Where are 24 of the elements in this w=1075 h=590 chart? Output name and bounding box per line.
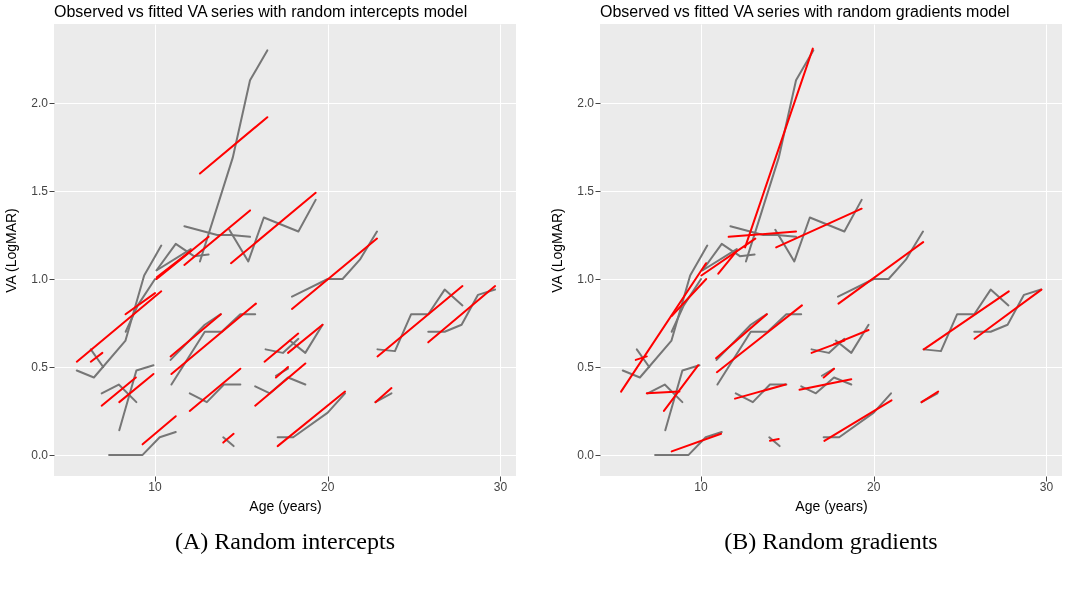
y-tick-label: 0.0 xyxy=(577,447,595,462)
y-tick-label: 1.0 xyxy=(577,272,595,287)
x-tick-label: 10 xyxy=(694,480,709,494)
x-axis-title: Age (years) xyxy=(795,498,868,514)
y-tick-label: 0.5 xyxy=(577,359,595,374)
y-axis-title: VA (LogMAR) xyxy=(3,208,19,293)
chart-title: Observed vs fitted VA series with random gradients model xyxy=(600,3,1010,20)
x-tick-label: 10 xyxy=(148,480,163,494)
y-tick-label: 1.5 xyxy=(577,184,595,199)
x-tick-label: 20 xyxy=(321,480,335,494)
x-tick-label: 30 xyxy=(493,480,508,494)
y-tick-label: 1.0 xyxy=(31,272,49,287)
y-tick-label: 2.0 xyxy=(31,96,49,111)
chart-title: Observed vs fitted VA series with random intercepts model xyxy=(54,3,468,20)
y-tick-label: 1.5 xyxy=(31,184,49,199)
text: (A) Random intercepts xyxy=(175,528,395,554)
x-tick-label: 20 xyxy=(867,480,881,494)
y-tick-label: 2.0 xyxy=(577,96,595,111)
y-tick-label: 0.5 xyxy=(31,359,49,374)
text: (B) Random gradients xyxy=(724,528,938,554)
x-axis-title: Age (years) xyxy=(249,498,322,514)
x-tick-label: 30 xyxy=(1039,480,1054,494)
y-tick-label: 0.0 xyxy=(31,447,49,462)
y-axis-title: VA (LogMAR) xyxy=(549,208,565,293)
